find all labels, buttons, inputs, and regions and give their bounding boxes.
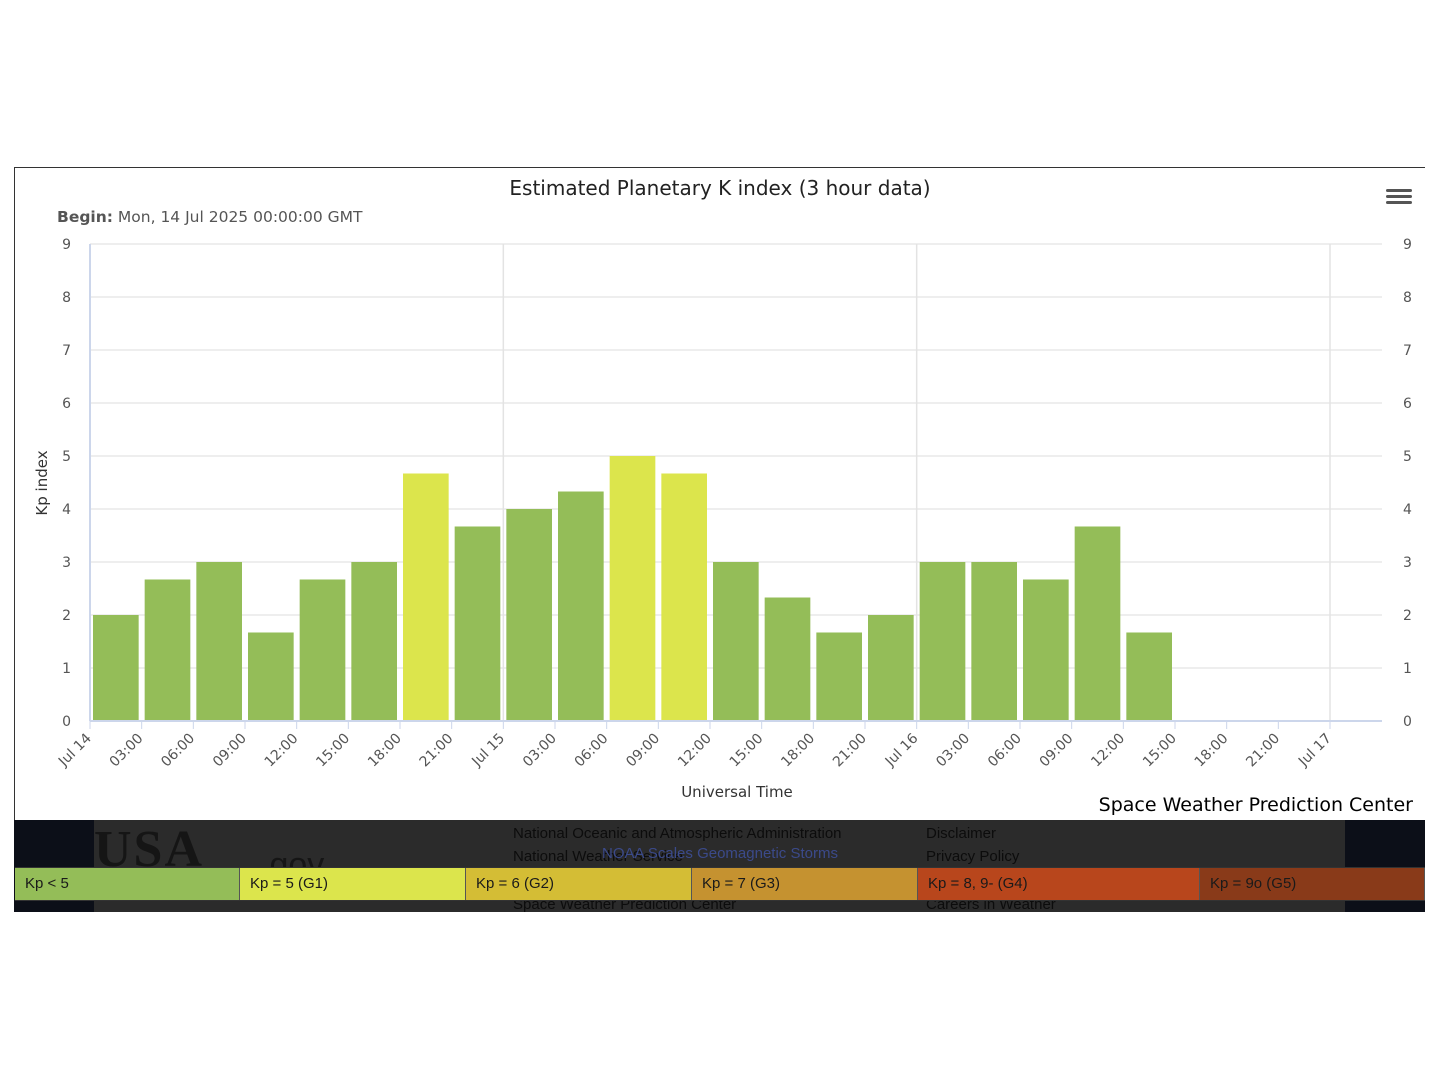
y-tick-label-right: 5 [1403,449,1412,465]
kp-bar [196,562,242,721]
x-tick-label: 12:00 [1088,731,1128,771]
kp-bar [661,473,707,721]
kp-bar [299,579,346,721]
kp-bar [1126,632,1172,721]
scale-item: Kp = 9o (G5) [1200,868,1425,900]
x-tick-label: 18:00 [365,731,405,771]
y-tick-label-left: 2 [62,608,71,624]
kp-bar [144,579,191,721]
scale-item: Kp = 6 (G2) [466,868,692,900]
footer-link-disclaimer[interactable]: Disclaimer [926,825,997,842]
kp-bar [764,597,811,721]
y-tick-label-left: 9 [62,237,71,253]
y-tick-label-right: 2 [1403,608,1412,624]
x-tick-label: 09:00 [623,731,663,771]
y-axis-label: Kp index [33,450,51,515]
y-tick-label-left: 1 [62,661,71,677]
credit-text: Space Weather Prediction Center [1098,794,1413,816]
y-tick-label-right: 9 [1403,237,1412,253]
x-tick-label: 06:00 [572,731,612,771]
x-tick-label: 12:00 [675,731,715,771]
y-tick-label-right: 1 [1403,661,1412,677]
x-tick-label: Jul 15 [468,731,508,771]
kp-bar [506,509,552,721]
kp-bar-chart: 0 0 1 1 2 2 3 3 4 4 5 5 6 6 7 7 8 8 9 9 Jul 14 03:00 06:00 09:0… [33,237,1412,801]
x-tick-label: 21:00 [417,731,457,771]
y-tick-label-right: 4 [1403,502,1412,518]
y-tick-label-right: 3 [1403,555,1412,571]
x-tick-label: Jul 14 [55,730,95,770]
y-tick-label-left: 3 [62,555,71,571]
y-tick-label-left: 5 [62,449,71,465]
chart-menu-icon[interactable] [1386,186,1412,208]
kp-bar [609,456,656,721]
scale-item: Kp = 8, 9- (G4) [918,868,1200,900]
footer-link-nws[interactable]: National Weather Service [513,848,683,865]
x-tick-label: 03:00 [107,731,147,771]
y-tick-label-right: 0 [1403,714,1412,730]
kp-bar [919,562,966,721]
x-tick-label: 06:00 [985,731,1025,771]
begin-label: Begin: [57,208,113,226]
kp-bar [558,491,604,721]
chart-title: Estimated Planetary K index (3 hour data… [509,176,931,200]
x-tick-label: 15:00 [313,731,353,771]
kp-bar [93,615,139,721]
x-tick-label: 15:00 [1140,731,1180,771]
scale-item: Kp = 5 (G1) [240,868,466,900]
footer-link-privacy[interactable]: Privacy Policy [926,848,1020,865]
x-tick-label: 06:00 [158,731,198,771]
kp-bar [1074,526,1121,721]
kp-bar [248,632,294,721]
x-tick-label: 03:00 [520,731,560,771]
y-tick-label-left: 7 [62,343,71,359]
kp-bar [816,632,862,721]
kp-bar [971,562,1017,721]
kp-bar [868,615,914,721]
x-tick-label: Jul 17 [1295,731,1335,771]
x-tick-label: 09:00 [210,731,250,771]
y-tick-label-right: 8 [1403,290,1412,306]
x-tick-label: 18:00 [1192,731,1232,771]
y-tick-label-left: 4 [62,502,71,518]
kp-bar [351,562,397,721]
kp-bar [454,526,501,721]
x-tick-label: 18:00 [778,731,818,771]
kp-scale-legend: Kp < 5 Kp = 5 (G1) Kp = 6 (G2) Kp = 7 (G3) K… [15,867,1425,901]
chart-begin-date: Begin: Mon, 14 Jul 2025 00:00:00 GMT [57,208,363,226]
x-tick-label: 15:00 [727,731,767,771]
y-tick-label-right: 6 [1403,396,1412,412]
x-tick-label: 09:00 [1037,731,1077,771]
y-tick-label-left: 8 [62,290,71,306]
x-tick-label: 12:00 [262,731,302,771]
x-tick-label: 21:00 [1243,731,1283,771]
y-tick-label-right: 7 [1403,343,1412,359]
kp-bar [403,473,449,721]
scale-title: NOAA Scales Geomagnetic Storms [602,845,838,862]
scale-item: Kp < 5 [15,868,240,900]
y-tick-label-left: 6 [62,396,71,412]
y-tick-label-left: 0 [62,714,71,730]
begin-value: Mon, 14 Jul 2025 00:00:00 GMT [117,208,363,226]
scale-item: Kp = 7 (G3) [692,868,918,900]
kp-bar [713,562,759,721]
footer-link-noaa[interactable]: National Oceanic and Atmospheric Adminis… [513,825,842,842]
x-tick-label: 03:00 [933,731,973,771]
kp-bar [1023,579,1069,721]
x-axis-label: Universal Time [681,783,793,801]
x-tick-label: 21:00 [830,731,870,771]
x-tick-label: Jul 16 [882,730,922,770]
